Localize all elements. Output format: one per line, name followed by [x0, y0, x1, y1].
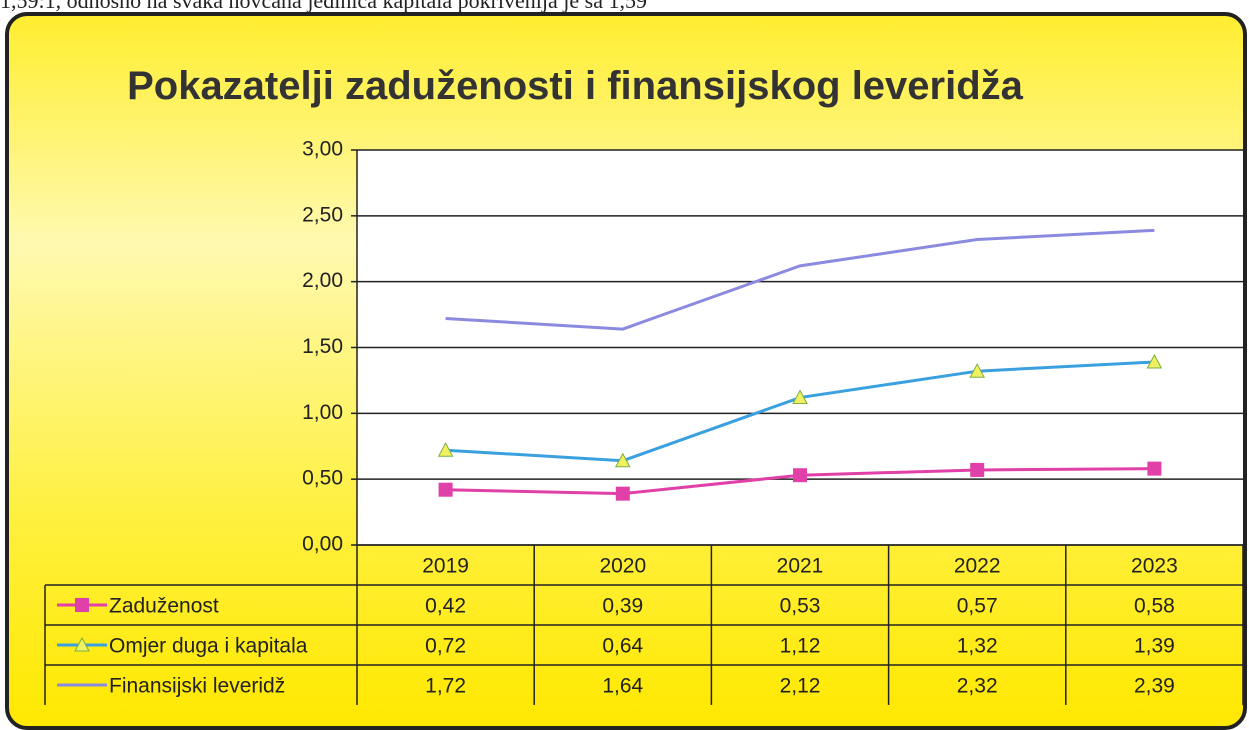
x-tick-label: 2020 — [599, 555, 646, 578]
x-tick-label: 2019 — [422, 555, 469, 578]
y-tick-label: 0,00 — [302, 533, 343, 556]
y-tick-label: 3,00 — [302, 138, 343, 161]
data-label: 1,64 — [602, 675, 643, 698]
data-label: 0,57 — [957, 595, 998, 618]
data-label: 0,72 — [425, 635, 466, 658]
y-tick-label: 2,50 — [302, 203, 343, 226]
marker — [74, 636, 90, 652]
data-label: 1,32 — [957, 635, 998, 658]
legend-label: Finansijski leveridž — [109, 675, 285, 698]
marker — [969, 363, 986, 378]
marker — [792, 389, 808, 405]
marker — [614, 452, 631, 468]
marker — [75, 598, 89, 612]
y-tick-label: 2,00 — [302, 269, 343, 292]
chart-title: Pokazatelji zaduženosti i finansijskog l… — [127, 64, 1023, 108]
legend-label: Zaduženost — [109, 595, 219, 618]
x-tick-label: 2022 — [954, 555, 1001, 578]
data-label: 2,39 — [1134, 675, 1175, 698]
y-tick-label: 1,50 — [302, 335, 343, 358]
data-label: 0,42 — [425, 595, 466, 618]
data-label: 1,12 — [780, 635, 821, 658]
data-label: 2,12 — [780, 675, 821, 698]
x-tick-label: 2023 — [1131, 555, 1178, 578]
chart: 0,00 0,50 1,00 1,50 2,00 2,50 3,00 2019 2020 2021… — [44, 138, 1244, 705]
data-label: 0,58 — [1134, 595, 1175, 618]
data-label: 0,39 — [602, 595, 643, 618]
marker — [615, 486, 630, 501]
data-label: 1,72 — [425, 675, 466, 698]
data-label: 0,53 — [780, 595, 821, 618]
series-line — [445, 228, 1155, 331]
marker — [793, 468, 807, 483]
legend-label: Omjer duga i kapitala — [109, 635, 308, 658]
marker — [1147, 461, 1162, 476]
data-label: 1,39 — [1134, 635, 1175, 658]
marker — [437, 442, 454, 457]
x-tick-label: 2021 — [777, 555, 824, 578]
data-label: 0,64 — [602, 635, 643, 658]
marker — [438, 482, 453, 497]
marker — [970, 462, 985, 477]
marker — [1146, 353, 1163, 369]
y-tick-label: 0,50 — [302, 467, 343, 490]
data-label: 2,32 — [957, 675, 998, 698]
y-tick-label: 1,00 — [302, 401, 343, 424]
page-text: 1,59:1, odnosno na svaka novčana jedinic… — [0, 0, 647, 13]
